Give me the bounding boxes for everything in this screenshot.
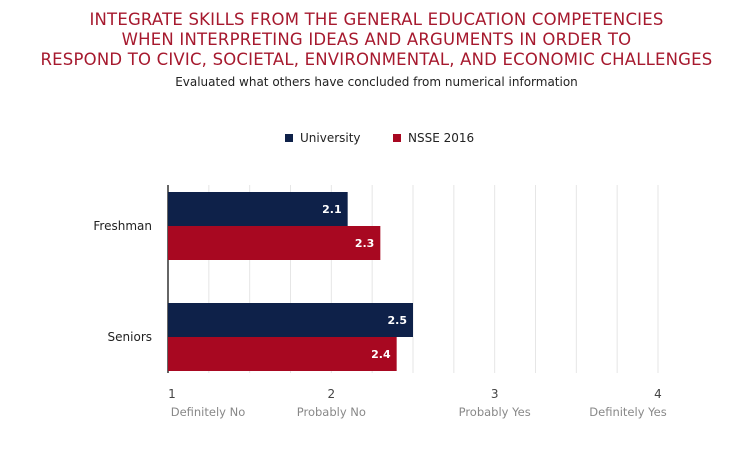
data-label: 2.5: [388, 314, 408, 327]
chart-title-line-2: WHEN INTERPRETING IDEAS AND ARGUMENTS IN…: [121, 30, 632, 49]
x-tick-sublabel: Definitely Yes: [589, 405, 666, 419]
data-label: 2.1: [322, 203, 342, 216]
x-tick-label: 1: [168, 387, 176, 401]
data-label: 2.4: [371, 348, 391, 361]
x-tick-sublabel: Probably Yes: [459, 405, 531, 419]
chart-subtitle: Evaluated what others have concluded fro…: [175, 75, 578, 89]
bar-seniors-0: [168, 303, 413, 337]
legend-label-0: University: [300, 131, 361, 145]
legend-swatch-0: [285, 134, 293, 142]
x-tick-label: 4: [654, 387, 662, 401]
x-tick-sublabel: Probably No: [297, 405, 366, 419]
chart-title-line-1: INTEGRATE SKILLS FROM THE GENERAL EDUCAT…: [89, 10, 664, 29]
legend-swatch-1: [393, 134, 401, 142]
data-label: 2.3: [355, 237, 375, 250]
legend-label-1: NSSE 2016: [408, 131, 474, 145]
x-tick-sublabel: Definitely No: [171, 405, 246, 419]
chart-title: INTEGRATE SKILLS FROM THE GENERAL EDUCAT…: [0, 10, 753, 70]
category-label: Seniors: [108, 330, 152, 344]
x-tick-label: 2: [328, 387, 336, 401]
bar-seniors-1: [168, 337, 397, 371]
category-label: Freshman: [93, 219, 152, 233]
x-tick-label: 3: [491, 387, 499, 401]
chart-title-line-3: RESPOND TO CIVIC, SOCIETAL, ENVIRONMENTA…: [40, 50, 713, 69]
bar-freshman-1: [168, 226, 381, 260]
bar-freshman-0: [168, 192, 348, 226]
